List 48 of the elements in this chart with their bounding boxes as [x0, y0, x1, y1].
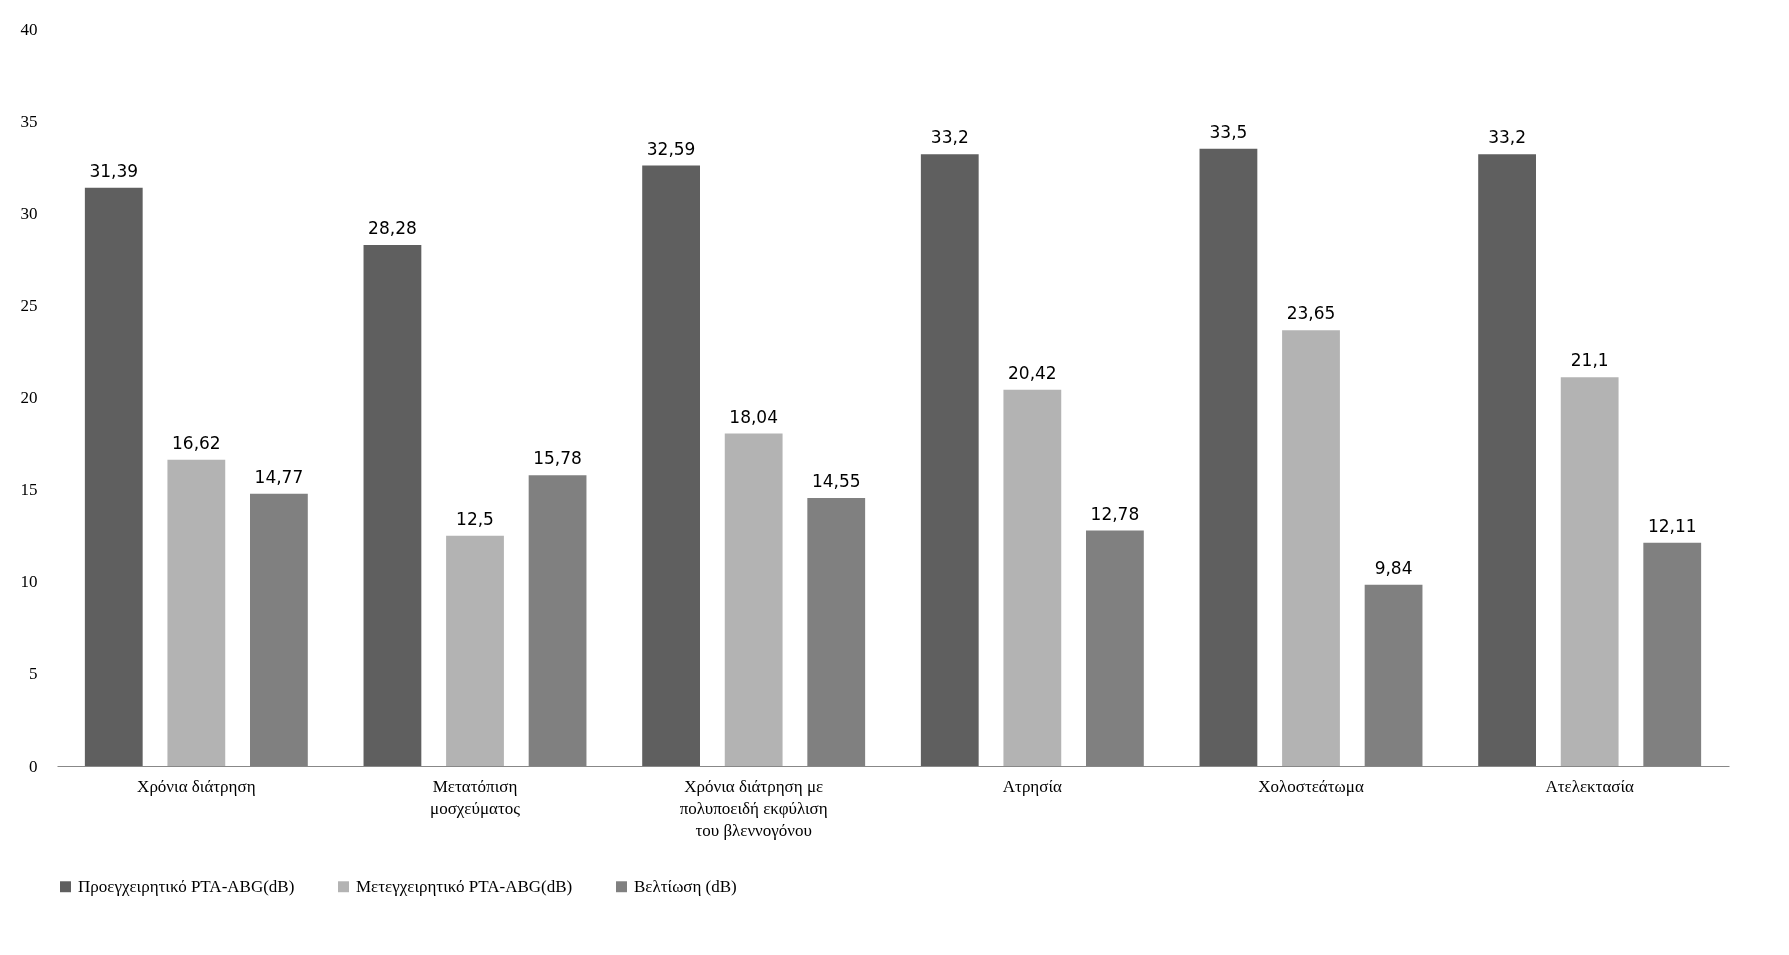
x-tick-label: Χρόνια διάτρηση — [137, 776, 256, 796]
data-label: 33,5 — [1209, 121, 1248, 142]
y-tick-label: 15 — [20, 480, 38, 500]
legend-label: Μετεγχειρητικό PTA-ABG(dB) — [356, 876, 573, 896]
y-tick-label: 10 — [20, 572, 38, 592]
bar — [1003, 389, 1062, 766]
data-label: 12,11 — [1647, 515, 1697, 536]
bar — [1478, 154, 1536, 766]
bar — [84, 187, 143, 766]
x-tick-label: Ατρησία — [1002, 776, 1062, 796]
y-tick-label: 25 — [20, 295, 38, 315]
data-label: 32,59 — [646, 138, 696, 159]
data-label: 16,62 — [172, 432, 221, 453]
y-tick-label: 0 — [29, 756, 38, 776]
bar — [446, 535, 504, 766]
data-label: 23,65 — [1286, 303, 1336, 324]
bar — [1282, 330, 1340, 766]
data-label: 12,5 — [456, 508, 494, 529]
bar — [363, 244, 422, 766]
data-label: 12,78 — [1090, 503, 1140, 524]
data-label: 15,78 — [533, 448, 582, 469]
bar — [642, 165, 700, 766]
data-label: 18,04 — [729, 406, 778, 427]
x-tick-label: Ατελεκτασία — [1545, 776, 1635, 796]
data-label: 21,1 — [1570, 350, 1609, 371]
y-tick-label: 35 — [20, 111, 38, 131]
y-tick-label: 40 — [20, 19, 38, 39]
data-label: 28,28 — [368, 217, 417, 238]
data-label: 33,2 — [1488, 127, 1527, 148]
y-tick-label: 5 — [29, 664, 38, 684]
data-label: 33,2 — [930, 127, 969, 148]
bar — [1560, 377, 1619, 766]
bar — [724, 433, 783, 766]
y-tick-label: 20 — [20, 388, 38, 407]
legend-label: Βελτίωση (dB) — [634, 876, 737, 896]
x-tick-label: Μετατόπιση μοσχεύματος — [430, 776, 521, 818]
x-tick-label: Χρόνια διάτρηση με πολυποειδή εκφύλιση του βλεννογόνου — [679, 776, 828, 840]
bar — [1199, 148, 1258, 766]
data-label: 9,84 — [1374, 557, 1413, 578]
data-label: 20,42 — [1008, 362, 1057, 383]
x-tick-label: Χολοστεάτωμα — [1258, 776, 1364, 796]
bar — [920, 154, 979, 766]
y-tick-label: 30 — [20, 203, 38, 223]
data-label: 14,55 — [811, 470, 861, 491]
data-label: 31,39 — [89, 160, 139, 181]
bar — [167, 459, 226, 766]
data-label: 14,77 — [254, 466, 304, 487]
legend-label: Προεγχειρητικό PTA-ABG(dB) — [78, 876, 295, 896]
